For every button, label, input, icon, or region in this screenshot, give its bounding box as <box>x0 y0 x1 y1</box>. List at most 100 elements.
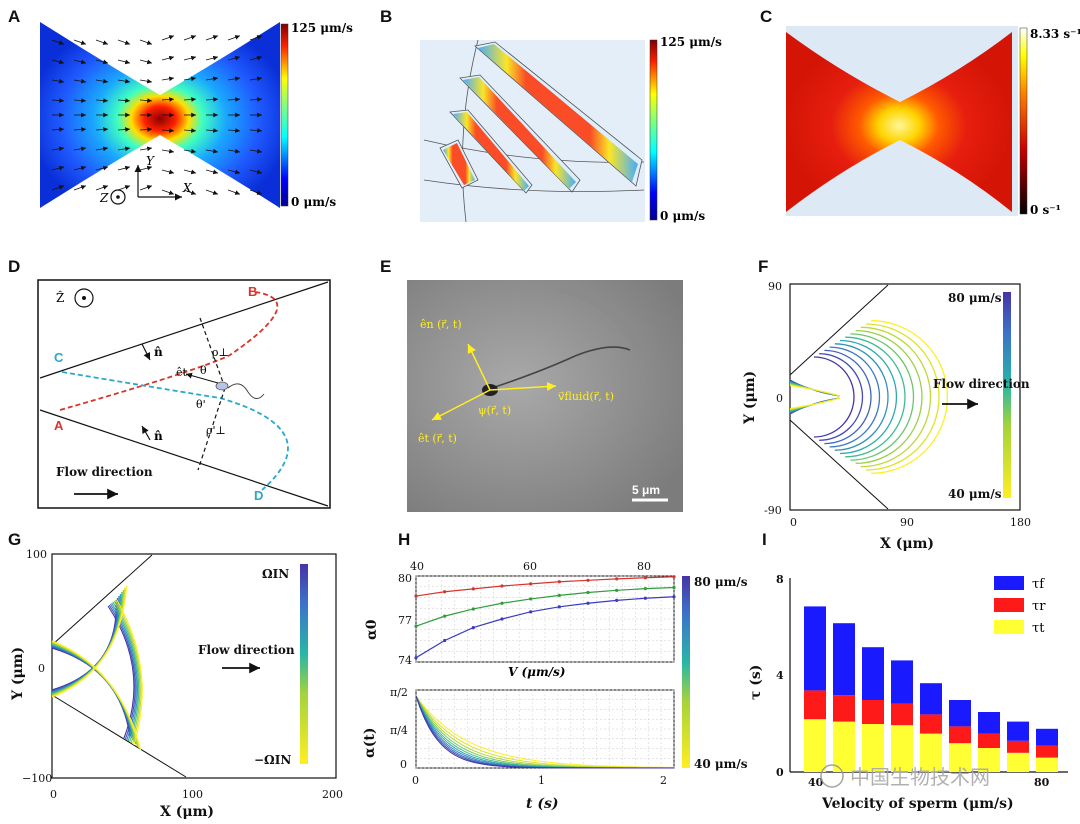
flow-arrow <box>73 98 87 103</box>
series-point-green <box>500 601 504 605</box>
panel-i: I 0 4 8 40 80 τ (s) Velocity of sperm (μ… <box>748 530 1068 812</box>
flow-arrow <box>73 146 87 152</box>
flow-arrow <box>51 127 65 132</box>
flow-arrow <box>139 185 153 191</box>
panel-h-colorbar <box>682 576 690 768</box>
trajectory-arc <box>850 333 915 461</box>
panel-e-psi-label: ψ(r⃗, t) <box>478 404 511 417</box>
flow-arrow <box>73 59 87 65</box>
bar-τt-60 <box>920 733 942 772</box>
series-point-red <box>615 577 619 581</box>
flow-arrow <box>183 148 197 154</box>
flow-arrow <box>161 55 175 61</box>
flow-arrow <box>205 128 219 133</box>
panel-g-label: G <box>8 530 21 549</box>
trajectory-entry-lower <box>789 397 841 409</box>
panel-i-label: I <box>762 530 767 549</box>
panel-d-n-upper: n̂ <box>154 345 163 359</box>
flow-arrow <box>117 78 131 84</box>
flow-arrow <box>139 98 153 103</box>
panel-f-label: F <box>758 257 768 276</box>
flow-arrow <box>139 165 153 171</box>
flow-arrow <box>227 35 241 41</box>
panel-h-top-ytick-80: 80 <box>398 572 412 585</box>
series-point-blue <box>643 596 647 600</box>
flow-arrow <box>95 185 109 191</box>
panel-a-velocity-field <box>40 22 280 208</box>
panel-b-label: B <box>380 7 392 26</box>
legend-tau-t-label: τt <box>1032 621 1045 636</box>
panel-e-et-arrow <box>431 389 491 421</box>
panel-e-background-streak <box>559 287 643 352</box>
series-point-red <box>586 578 590 582</box>
bar-τf-65 <box>949 700 971 727</box>
panel-a-x-axis: X <box>182 181 192 195</box>
panel-d-z-label: Ẑ <box>56 290 64 305</box>
panel-h-bottom-curves <box>415 695 675 769</box>
flow-arrow <box>161 189 175 195</box>
panel-h-bottom-ytick-pi2: π/2 <box>390 686 408 699</box>
panel-g-ylabel: Y (μm) <box>10 647 26 701</box>
panel-h-colorbar-max: 80 μm/s <box>694 575 748 589</box>
flow-arrow <box>183 169 197 175</box>
series-point-blue <box>557 605 561 609</box>
series-point-blue <box>414 656 418 660</box>
trajectory-arc <box>860 326 932 468</box>
flow-arrow <box>117 146 131 152</box>
trajectory-loop <box>113 600 141 744</box>
panel-a-label: A <box>8 7 20 26</box>
flow-arrow <box>117 165 131 171</box>
panel-d-theta: θ <box>200 364 207 377</box>
panel-i-ylabel: τ (s) <box>748 665 764 700</box>
flow-arrow <box>139 127 153 132</box>
panel-g: G ΩIN −ΩIN Flow direction 100 0 −100 0 1… <box>8 530 343 820</box>
bar-τr-55 <box>891 703 913 726</box>
panel-h-colorbar-min: 40 μm/s <box>694 757 748 771</box>
bar-τt-70 <box>978 748 1000 772</box>
series-point-red <box>500 584 504 588</box>
flow-arrow <box>183 76 197 82</box>
flow-arrow <box>73 127 87 132</box>
panel-f-ytick-bottom: -90 <box>764 504 782 517</box>
panel-h-bottom-ytick-pi4: π/4 <box>390 724 408 737</box>
panel-f-xlabel: X (μm) <box>880 536 934 552</box>
panel-i-xlabel: Velocity of sperm (μm/s) <box>821 796 1014 812</box>
flow-arrow <box>205 169 219 175</box>
trajectory-arc <box>839 339 898 455</box>
flow-arrow <box>161 97 175 102</box>
panel-h-top-xtick-40: 40 <box>410 560 424 573</box>
bar-τt-55 <box>891 725 913 772</box>
flow-arrow <box>73 78 87 84</box>
panel-f-xtick-90: 90 <box>900 516 914 529</box>
flow-arrow <box>117 98 131 103</box>
panel-b-colorbar-min: 0 μm/s <box>660 209 705 223</box>
panel-d-n-arrow-lower <box>141 425 151 441</box>
panel-h-bottom-ylabel: α(t) <box>362 728 378 759</box>
trajectory-arc <box>813 356 855 438</box>
flow-arrow <box>95 146 109 152</box>
panel-h-top-ytick-74: 74 <box>398 654 412 667</box>
flow-arrow <box>161 76 175 82</box>
series-point-blue <box>529 610 533 614</box>
panel-d-rho-line-lower <box>197 387 226 471</box>
bar-τt-40 <box>804 719 826 772</box>
flow-arrow <box>161 169 175 175</box>
series-point-red <box>672 575 676 579</box>
flow-arrow <box>117 185 131 191</box>
panel-e-label: E <box>380 257 391 276</box>
series-point-red <box>471 587 475 591</box>
panel-c: C 8.33 s⁻¹ 0 s⁻¹ <box>760 7 1080 217</box>
flow-arrow <box>95 165 109 171</box>
panel-f-trajectories <box>789 320 949 474</box>
panel-e-micrograph <box>407 280 683 512</box>
decay-curve <box>415 695 674 769</box>
flow-arrow <box>227 55 241 61</box>
bar-τf-50 <box>862 647 884 700</box>
flow-arrow <box>51 98 65 103</box>
panel-a-colorbar-min: 0 μm/s <box>291 195 336 209</box>
flow-arrow <box>183 97 197 102</box>
panel-g-colorbar-max: ΩIN <box>262 567 289 581</box>
series-point-green <box>443 614 447 618</box>
panel-g-ytick-mid: 0 <box>38 662 45 675</box>
